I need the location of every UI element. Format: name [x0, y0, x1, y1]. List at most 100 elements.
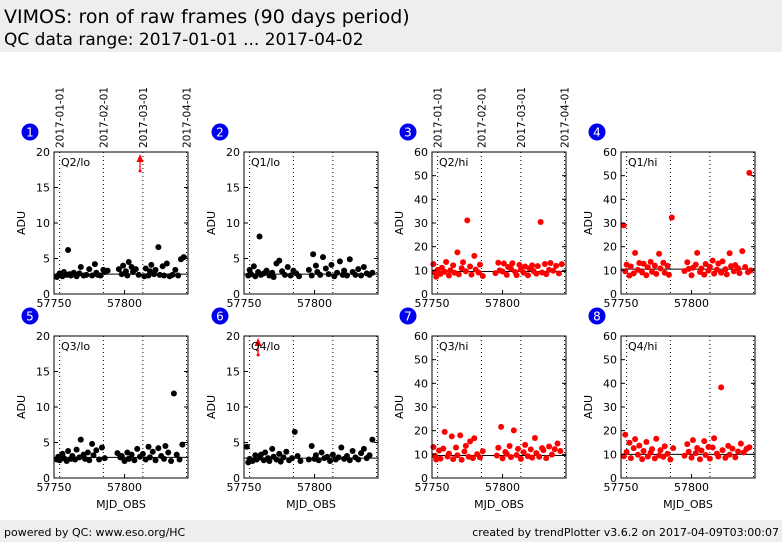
data-point: [445, 450, 452, 457]
data-point: [305, 266, 312, 273]
y-tick-label: 5: [43, 437, 50, 450]
data-point: [729, 445, 736, 452]
y-tick-label: 0: [421, 472, 428, 485]
data-point: [626, 439, 633, 446]
data-point: [173, 451, 180, 458]
data-point: [308, 272, 315, 279]
data-point: [262, 449, 269, 456]
y-tick-label: 20: [226, 330, 240, 343]
data-point: [335, 454, 342, 461]
y-axis-label: ADU: [582, 211, 595, 235]
data-point: [513, 272, 520, 279]
data-point: [308, 443, 315, 450]
data-point: [454, 452, 461, 459]
panel-number-label: 4: [593, 126, 601, 140]
data-point: [343, 272, 350, 279]
data-point: [148, 261, 155, 268]
data-point: [499, 268, 506, 275]
data-point: [636, 442, 643, 449]
data-point: [280, 454, 287, 461]
data-point: [737, 440, 744, 447]
data-point: [97, 272, 104, 279]
data-point: [698, 447, 705, 454]
data-point: [547, 259, 554, 266]
data-point: [630, 270, 637, 277]
y-tick-label: 10: [36, 401, 50, 414]
date-label: 2017-03-01: [138, 87, 150, 148]
series-label: Q4/lo: [251, 340, 280, 353]
data-point: [541, 260, 548, 267]
y-tick-label: 5: [43, 253, 50, 266]
data-point: [495, 444, 502, 451]
x-tick-label: 57750: [227, 297, 262, 310]
data-point: [277, 458, 284, 465]
panel-number-badge: [211, 123, 229, 141]
y-axis-label: ADU: [582, 395, 595, 419]
data-point: [369, 269, 376, 276]
y-axis-label: ADU: [393, 211, 406, 235]
series-label: Q2/lo: [61, 156, 90, 169]
y-tick-label: 10: [414, 264, 428, 277]
data-point: [322, 265, 329, 272]
y-tick-label: 15: [36, 182, 50, 195]
data-point: [65, 246, 72, 253]
date-label: 2017-03-01: [516, 87, 528, 148]
data-point: [83, 271, 90, 278]
data-point: [176, 456, 183, 463]
data-point: [469, 455, 476, 462]
y-tick-label: 60: [603, 330, 617, 343]
data-point: [324, 453, 331, 460]
data-point: [89, 272, 96, 279]
y-tick-label: 40: [414, 377, 428, 390]
data-point: [131, 457, 138, 464]
data-point: [498, 423, 505, 430]
data-point: [305, 456, 312, 463]
y-tick-label: 0: [233, 472, 240, 485]
data-point: [360, 264, 367, 271]
data-point: [328, 261, 335, 268]
y-tick-label: 20: [603, 241, 617, 254]
data-point: [701, 271, 708, 278]
data-point: [159, 263, 166, 270]
data-point: [555, 270, 562, 277]
data-point: [77, 436, 84, 443]
data-point: [688, 454, 695, 461]
data-point: [462, 442, 469, 449]
series-label: Q3/lo: [61, 340, 90, 353]
outlier-arrow-head: [254, 338, 262, 346]
data-point: [170, 390, 177, 397]
data-point: [455, 271, 462, 278]
data-point: [65, 448, 72, 455]
date-label: 2017-02-01: [476, 87, 488, 148]
data-point: [726, 451, 733, 458]
data-point: [735, 265, 742, 272]
x-tick-label: 57800: [297, 481, 332, 494]
data-point: [702, 260, 709, 267]
series-label: Q2/hi: [439, 156, 468, 169]
data-point: [475, 269, 482, 276]
data-point: [296, 273, 303, 280]
data-point: [499, 455, 506, 462]
data-point: [346, 457, 353, 464]
data-point: [104, 267, 111, 274]
data-point: [179, 441, 186, 448]
data-point: [694, 249, 701, 256]
data-point: [437, 455, 444, 462]
data-point: [665, 271, 672, 278]
data-point: [520, 449, 527, 456]
panel-7: 0 10 20 30 40 50 60 57750 57800 ADU MJD_OBS Q3/hi 7: [393, 307, 567, 511]
data-point: [329, 451, 336, 458]
data-point: [531, 435, 538, 442]
data-point: [312, 452, 319, 459]
data-point: [640, 260, 647, 267]
data-point: [730, 268, 737, 275]
data-point: [661, 443, 668, 450]
data-point: [284, 264, 291, 271]
data-point: [269, 445, 276, 452]
data-point: [739, 248, 746, 255]
y-tick-label: 0: [233, 288, 240, 301]
data-point: [726, 250, 733, 257]
data-point: [643, 439, 650, 446]
report-subtitle: QC data range: 2017-01-01 ... 2017-04-02: [4, 30, 364, 50]
data-point: [276, 257, 283, 264]
